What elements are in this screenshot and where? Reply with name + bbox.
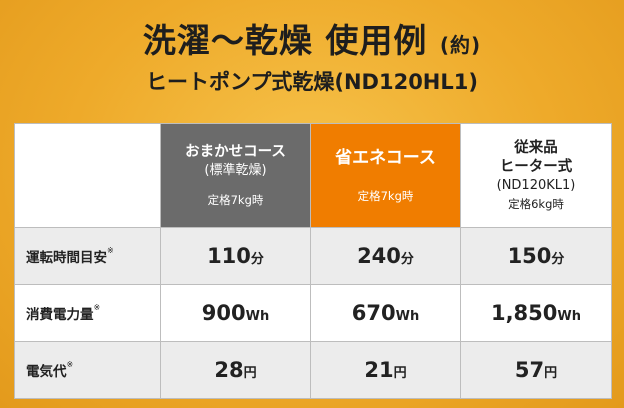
cell-power-omakase: 900Wh xyxy=(160,284,311,342)
note-mark: ※ xyxy=(107,246,114,255)
omakase-capacity: 定格7kg時 xyxy=(207,193,264,207)
cell-power-conv: 1,850Wh xyxy=(460,284,612,342)
cell-runtime-omakase: 110分 xyxy=(160,227,311,285)
header-conventional: 従来品 ヒーター式 (ND120KL1) 定格6kg時 xyxy=(460,123,612,228)
row-label-runtime: 運転時間目安※ xyxy=(14,227,161,285)
cell-cost-eco: 21円 xyxy=(310,341,461,399)
conv-model: (ND120KL1) xyxy=(496,178,576,193)
header-omakase-course: おまかせコース (標準乾燥) 定格7kg時 xyxy=(160,123,311,228)
note-mark: ※ xyxy=(93,303,101,312)
cell-runtime-eco: 240分 xyxy=(310,227,461,285)
eco-name: 省エネコース xyxy=(335,147,436,168)
omakase-sub: (標準乾燥) xyxy=(204,163,267,178)
header-row: おまかせコース (標準乾燥) 定格7kg時 省エネコース 定格7kg時 従来品 … xyxy=(14,123,612,228)
conv-name2: ヒーター式 xyxy=(499,159,573,175)
comparison-table: おまかせコース (標準乾燥) 定格7kg時 省エネコース 定格7kg時 従来品 … xyxy=(14,123,612,399)
page-title: 洗濯〜乾燥 使用例 (約) xyxy=(0,14,624,62)
page-subtitle: ヒートポンプ式乾燥(ND120HL1) xyxy=(146,70,478,94)
header-corner xyxy=(14,123,161,228)
table-row: 運転時間目安※ 110分 240分 150分 xyxy=(14,227,612,285)
row-label-cost: 電気代※ xyxy=(14,341,161,399)
table-row: 電気代※ 28円 21円 57円 xyxy=(14,341,612,399)
cell-power-eco: 670Wh xyxy=(310,284,461,342)
header-eco-course: 省エネコース 定格7kg時 xyxy=(310,123,461,228)
title-main: 洗濯〜乾燥 使用例 xyxy=(142,21,428,60)
note-mark: ※ xyxy=(66,360,74,369)
cell-cost-conv: 57円 xyxy=(460,341,612,399)
title-note: (約) xyxy=(439,33,482,57)
row-label-power: 消費電力量※ xyxy=(14,284,161,342)
conv-name: 従来品 xyxy=(514,140,558,156)
cell-runtime-conv: 150分 xyxy=(460,227,612,285)
omakase-name: おまかせコース xyxy=(185,144,286,160)
eco-capacity: 定格7kg時 xyxy=(357,188,414,203)
cell-cost-omakase: 28円 xyxy=(160,341,311,399)
conv-capacity: 定格6kg時 xyxy=(508,197,564,211)
table-row: 消費電力量※ 900Wh 670Wh 1,850Wh xyxy=(14,284,612,342)
